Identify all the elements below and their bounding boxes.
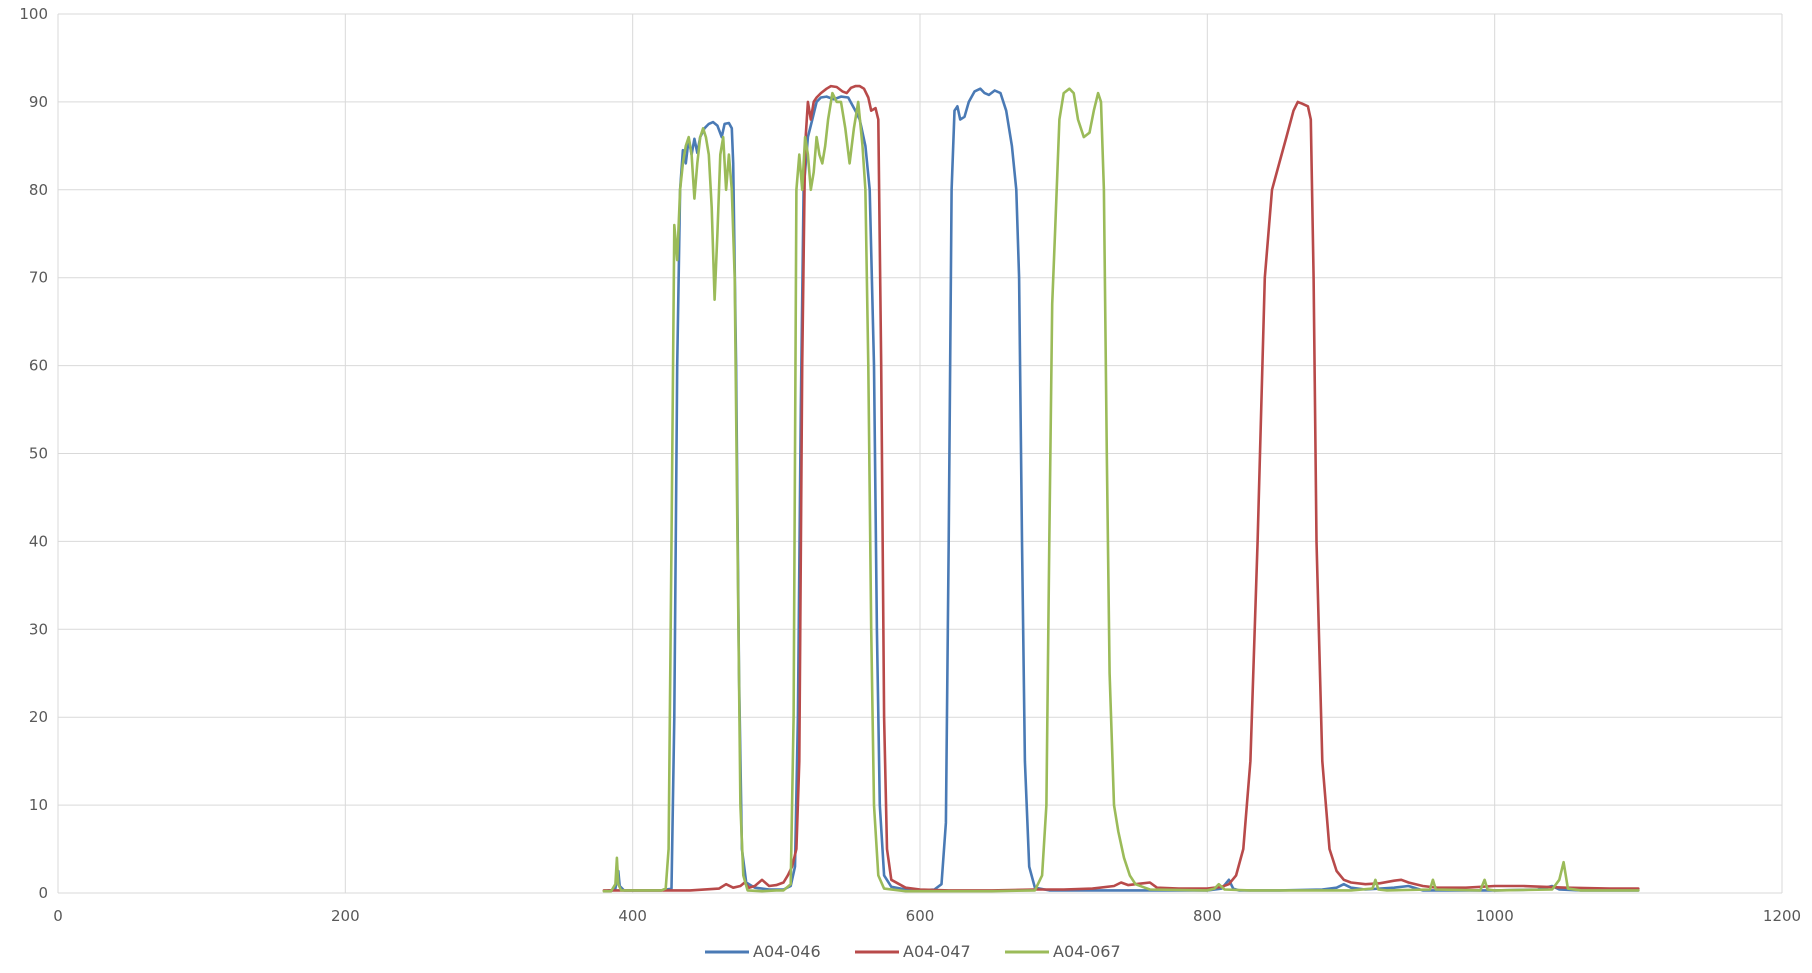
y-tick-label: 70 xyxy=(29,269,48,287)
y-tick-label: 40 xyxy=(29,532,48,550)
x-tick-label: 600 xyxy=(906,907,935,925)
y-tick-label: 60 xyxy=(29,357,48,375)
legend-label: A04-047 xyxy=(903,942,971,961)
y-tick-label: 90 xyxy=(29,93,48,111)
legend-item: A04-046 xyxy=(705,942,821,961)
x-tick-label: 800 xyxy=(1193,907,1222,925)
series-line-a04-047 xyxy=(602,84,1640,892)
series-line-a04-067 xyxy=(602,87,1640,893)
x-tick-label: 1200 xyxy=(1763,907,1801,925)
legend-item: A04-067 xyxy=(1005,942,1121,961)
grid xyxy=(57,13,1783,894)
y-tick-label: 80 xyxy=(29,181,48,199)
x-tick-label: 200 xyxy=(331,907,360,925)
y-tick-label: 30 xyxy=(29,620,48,638)
series-lines xyxy=(602,84,1640,893)
x-tick-label: 0 xyxy=(53,907,63,925)
y-tick-label: 100 xyxy=(19,5,48,23)
legend: A04-046 A04-047 A04-067 xyxy=(705,942,1121,961)
x-tick-label: 1000 xyxy=(1476,907,1514,925)
legend-label: A04-067 xyxy=(1053,942,1121,961)
x-tick-label: 400 xyxy=(618,907,647,925)
y-tick-label: 20 xyxy=(29,708,48,726)
y-tick-label: 50 xyxy=(29,445,48,463)
legend-label: A04-046 xyxy=(753,942,821,961)
legend-item: A04-047 xyxy=(855,942,971,961)
y-tick-label: 0 xyxy=(38,884,48,902)
y-tick-label: 10 xyxy=(29,796,48,814)
series-line-a04-046 xyxy=(606,87,1640,892)
